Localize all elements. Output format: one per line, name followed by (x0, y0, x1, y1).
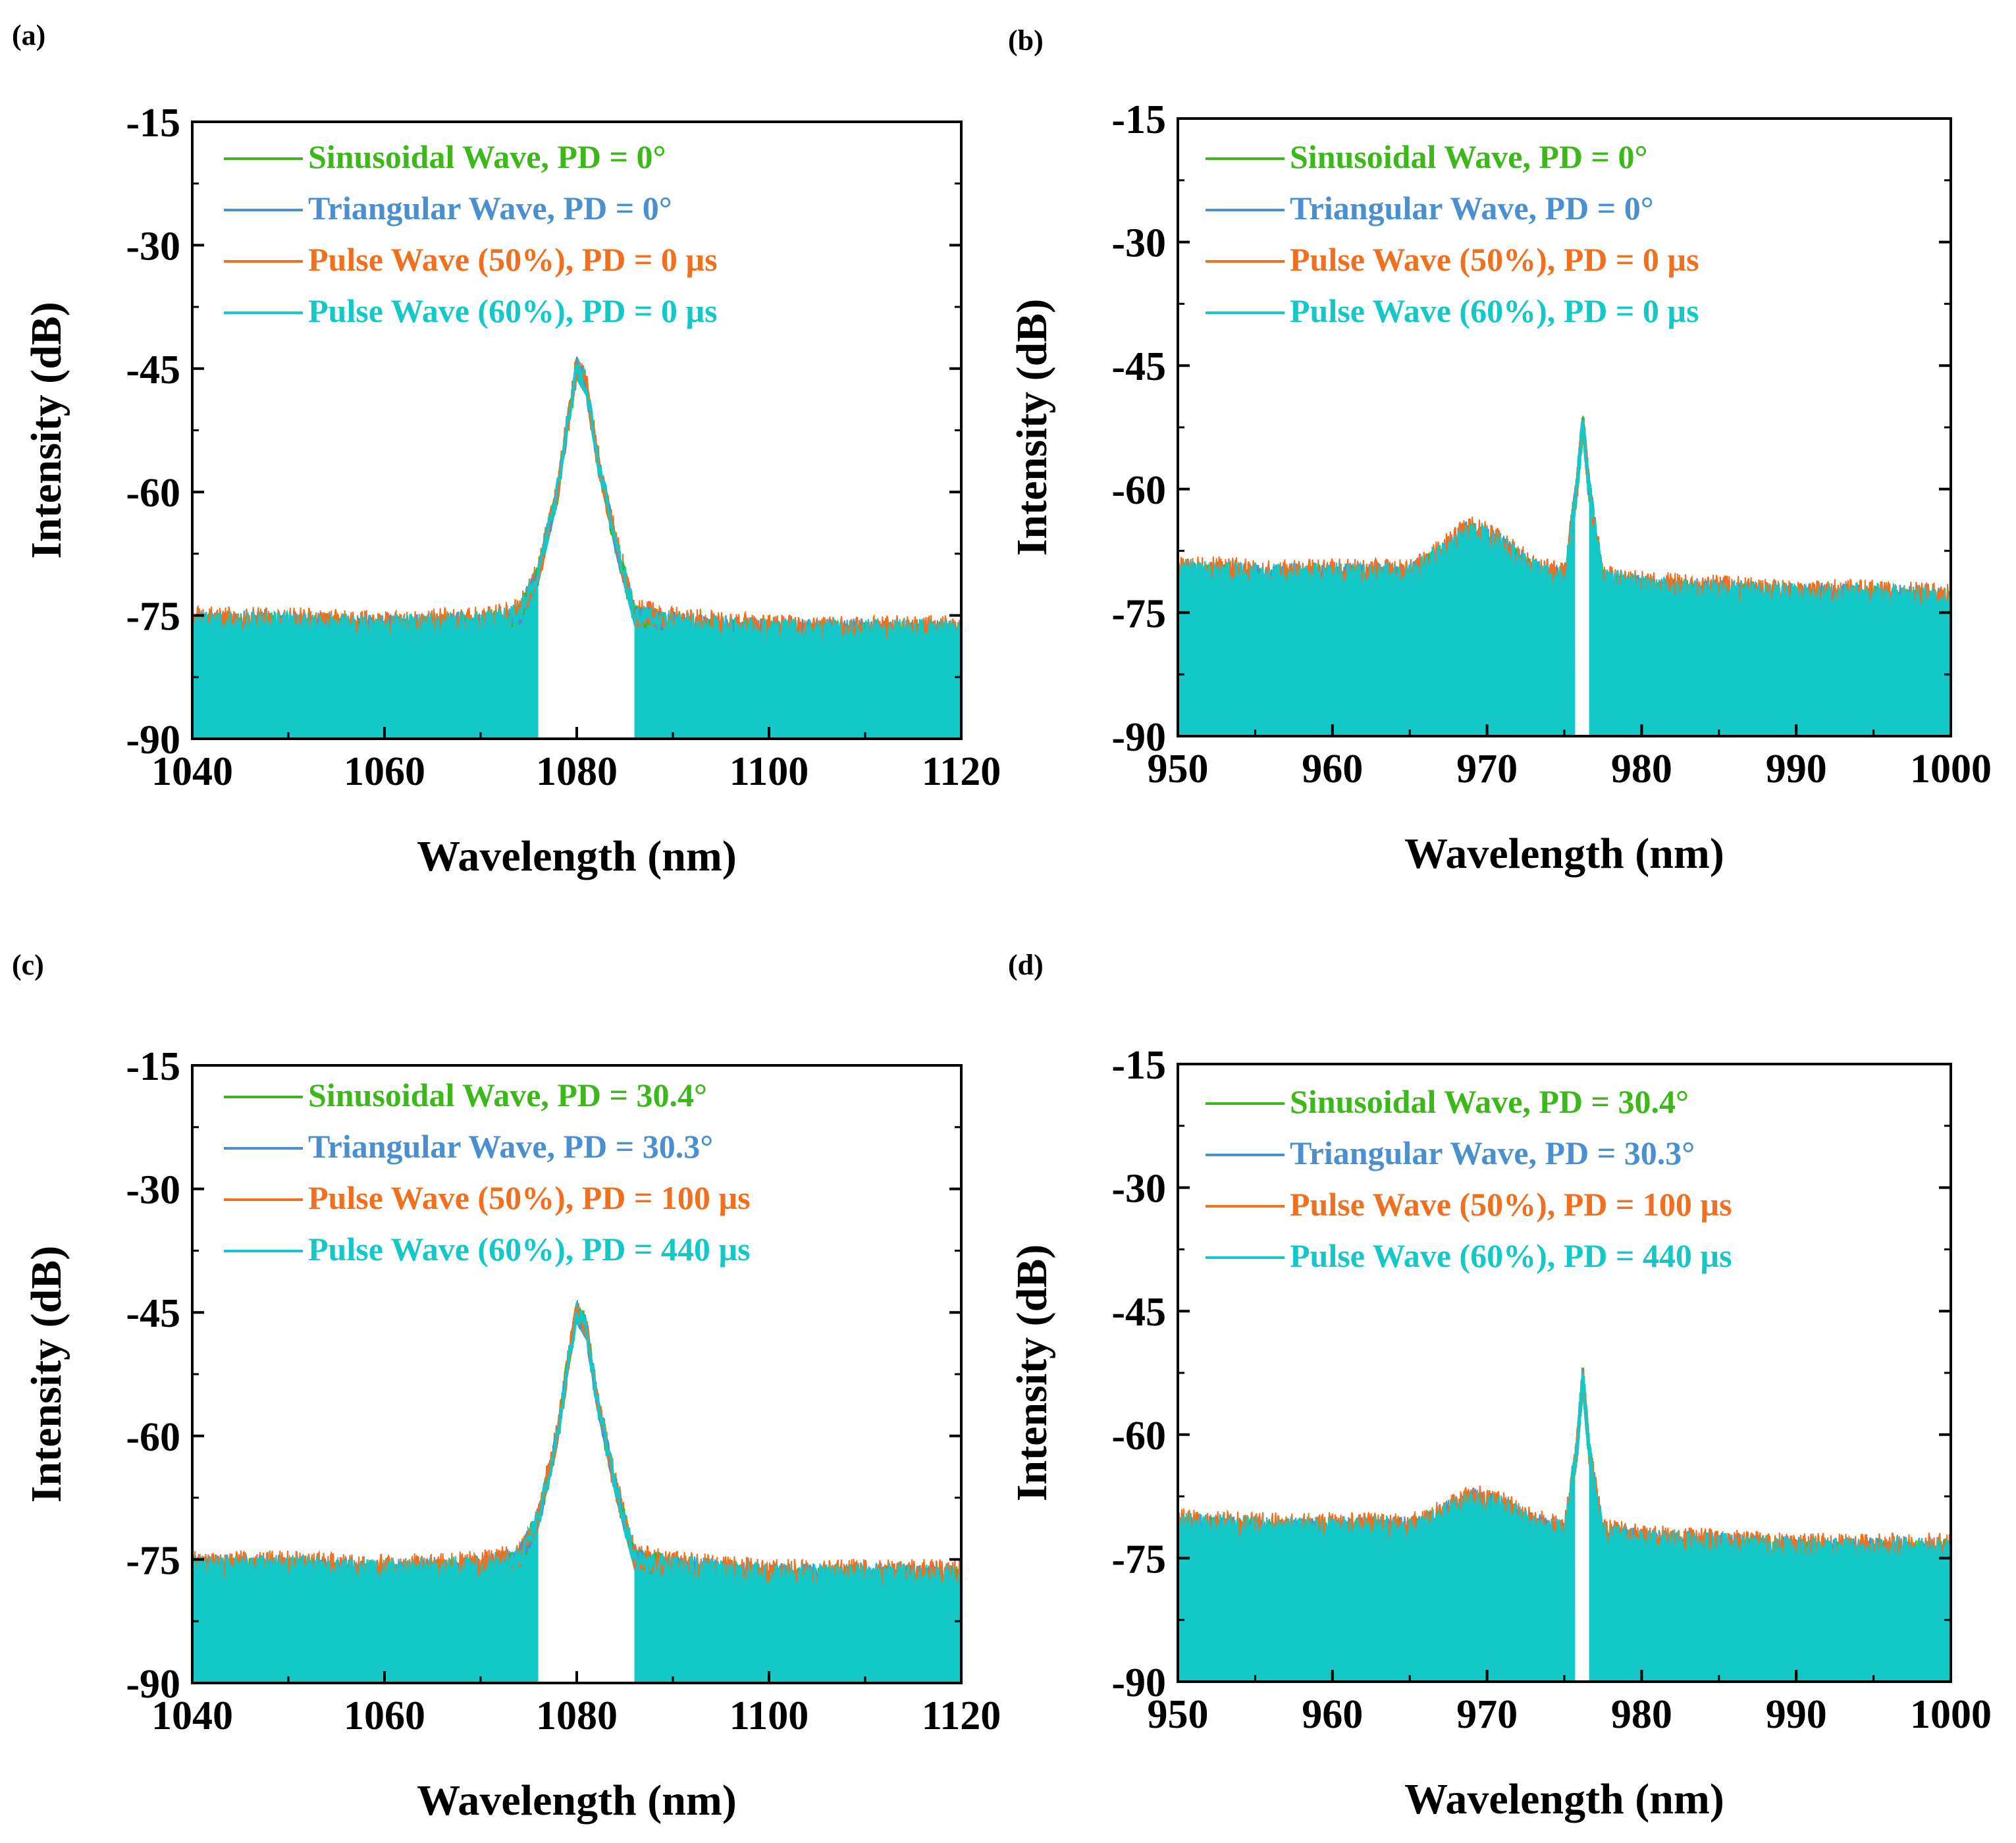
x-tick-label: 1080 (536, 1694, 618, 1738)
panel-label-b: (b) (1008, 24, 1044, 57)
x-tick-label: 990 (1766, 1692, 1827, 1737)
y-tick-label: -90 (126, 718, 180, 762)
plot-area (1178, 1368, 1951, 1682)
y-tick-label: -45 (1111, 344, 1166, 389)
x-axis-title: Wavelength (nm) (1404, 1775, 1724, 1823)
legend-label-1: Sinusoidal Wave, PD = 30.4° (308, 1077, 707, 1113)
plot-area (1178, 415, 1951, 736)
x-axis-title: Wavelength (nm) (417, 832, 737, 880)
legend-label-3: Pulse Wave (50%), PD = 100 µs (308, 1179, 751, 1216)
y-tick-label: -75 (1111, 1537, 1166, 1582)
panel-label-d: (d) (1008, 949, 1044, 981)
legend-label-1: Sinusoidal Wave, PD = 0° (308, 138, 666, 175)
x-tick-label: 1100 (729, 749, 809, 794)
x-tick-label: 980 (1611, 1692, 1672, 1737)
legend-label-3: Pulse Wave (50%), PD = 0 µs (1290, 241, 1699, 278)
legend-label-1: Sinusoidal Wave, PD = 0° (1290, 138, 1648, 175)
chart-b: 950 960 970 980 990 1000 -15 -30 -45 -60 -75 -90 Wav… (1008, 97, 1992, 878)
y-tick-label: -75 (126, 595, 180, 639)
spectrum-gap (1575, 1389, 1589, 1682)
panel-label-c: (c) (12, 949, 44, 981)
x-tick-label: 1060 (344, 1694, 425, 1738)
legend-label-3: Pulse Wave (50%), PD = 0 µs (308, 241, 718, 278)
x-tick-label: 960 (1302, 1692, 1363, 1737)
y-axis-title: Intensity (dB) (22, 302, 70, 559)
y-tick-label: -45 (126, 1291, 180, 1336)
legend-label-2: Triangular Wave, PD = 0° (308, 190, 672, 227)
x-tick-label: 970 (1456, 747, 1518, 791)
spectrum-gap (538, 380, 635, 739)
x-tick-label: 1000 (1910, 747, 1992, 791)
legend-label-2: Triangular Wave, PD = 30.3° (308, 1128, 713, 1165)
series-fill-4 (1178, 420, 1951, 736)
y-tick-label: -60 (126, 1415, 180, 1460)
series-line-4 (1570, 1373, 1595, 1499)
x-tick-label: 1040 (151, 1694, 233, 1738)
x-axis-title: Wavelength (nm) (1404, 830, 1724, 878)
x-tick-label: 1100 (729, 1694, 809, 1738)
x-axis-title: Wavelength (nm) (417, 1776, 737, 1825)
legend-label-4: Pulse Wave (60%), PD = 0 µs (308, 292, 718, 329)
y-tick-label: -15 (1111, 1043, 1166, 1088)
chart-a: 1040 1060 1080 1100 1120 -15 -30 -45 -60 -75 -90 Wa… (22, 101, 1001, 880)
y-tick-label: -75 (126, 1538, 180, 1583)
series-fill-4 (1178, 1380, 1951, 1682)
chart-d: 950 960 970 980 990 1000 -15 -30 -45 -60 -75 -90 Wav… (1008, 1043, 1992, 1823)
y-tick-label: -30 (1111, 1167, 1166, 1212)
x-tick-label: 1120 (922, 749, 1001, 794)
panel-b: (b) 950 960 970 980 990 1000 -15 -30 -45 -60 -75 -9… (1008, 0, 2016, 922)
y-tick-label: -15 (1111, 97, 1166, 142)
x-tick-label: 1080 (536, 749, 618, 794)
series-line-4 (508, 364, 664, 629)
legend-label-3: Pulse Wave (50%), PD = 100 µs (1290, 1186, 1732, 1223)
legend-label-4: Pulse Wave (60%), PD = 440 µs (1290, 1237, 1732, 1274)
legend-label-2: Triangular Wave, PD = 30.3° (1290, 1135, 1695, 1171)
plot-area (192, 1300, 961, 1683)
y-tick-label: -60 (1111, 1414, 1166, 1458)
y-tick-label: -15 (126, 101, 180, 146)
y-tick-label: -30 (126, 1168, 180, 1213)
y-tick-label: -15 (126, 1044, 180, 1089)
y-tick-label: -90 (126, 1662, 180, 1707)
y-axis-title: Intensity (dB) (1008, 1244, 1056, 1502)
legend-label-4: Pulse Wave (60%), PD = 0 µs (1290, 292, 1699, 329)
x-tick-label: 970 (1456, 1692, 1518, 1737)
y-axis-title: Intensity (dB) (22, 1246, 70, 1503)
y-tick-label: -45 (1111, 1290, 1166, 1335)
legend-label-1: Sinusoidal Wave, PD = 30.4° (1290, 1083, 1689, 1120)
chart-c: 1040 1060 1080 1100 1120 -15 -30 -45 -60 -75 -90 Wa… (22, 1044, 1001, 1825)
spectrum-gap (538, 1324, 635, 1683)
x-tick-label: 1060 (344, 749, 425, 794)
panel-d: (d) 950 960 970 980 990 1000 -15 -30 -45 -60 -75 -9… (1008, 922, 2016, 1843)
y-tick-label: -30 (126, 224, 180, 269)
x-tick-label: 950 (1148, 1692, 1209, 1737)
y-axis-title: Intensity (dB) (1008, 299, 1056, 556)
x-tick-label: 1000 (1910, 1692, 1992, 1737)
y-tick-label: -60 (1111, 468, 1166, 513)
series-line-4 (508, 1309, 665, 1574)
y-tick-label: -60 (126, 471, 180, 516)
panel-label-a: (a) (12, 19, 46, 51)
panel-c: (c) 1040 1060 1080 1100 1120 -15 -30 -45 -60 -75 -… (0, 922, 1008, 1843)
legend-label-4: Pulse Wave (60%), PD = 440 µs (308, 1231, 751, 1268)
y-tick-label: -75 (1111, 591, 1166, 636)
y-tick-label: -30 (1111, 221, 1166, 266)
panel-a: (a) 1040 1060 1080 1100 1120 -15 -30 -45 -60 -75 -… (0, 0, 1008, 922)
x-tick-label: 1120 (922, 1694, 1001, 1738)
legend-label-2: Triangular Wave, PD = 0° (1290, 190, 1654, 227)
series-line-4 (1570, 420, 1595, 541)
x-tick-label: 990 (1766, 747, 1827, 791)
x-tick-label: 960 (1302, 747, 1363, 791)
y-tick-label: -90 (1111, 1661, 1166, 1705)
x-tick-label: 980 (1611, 747, 1672, 791)
x-tick-label: 1040 (151, 749, 233, 794)
y-tick-label: -45 (126, 348, 180, 392)
y-tick-label: -90 (1111, 715, 1166, 760)
x-tick-label: 950 (1148, 747, 1209, 791)
spectrum-gap (1575, 436, 1589, 736)
plot-area (192, 356, 961, 739)
